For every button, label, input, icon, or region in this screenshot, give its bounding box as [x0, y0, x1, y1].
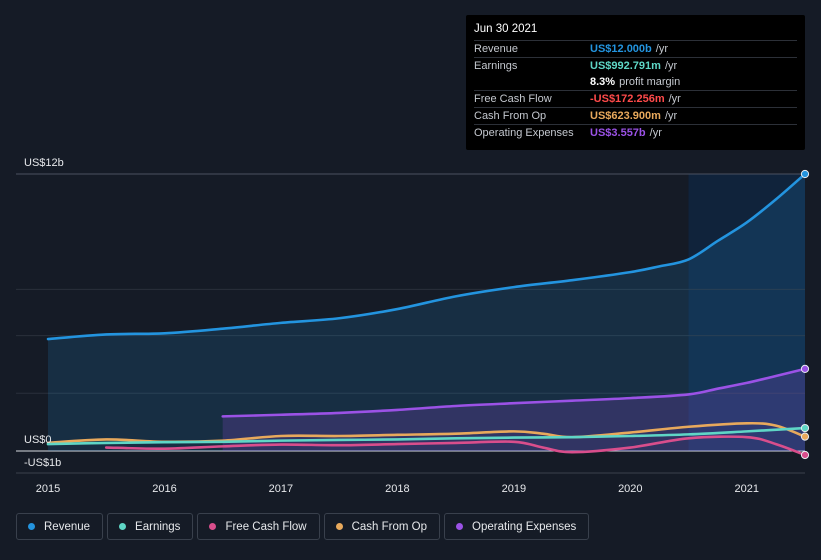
- tooltip-row-label: Revenue: [474, 43, 519, 55]
- revenue-area: [48, 174, 805, 451]
- free_cash_flow-line: [104, 435, 807, 457]
- tooltip-row-label: [474, 74, 590, 90]
- tooltip-row-unit: /yr: [649, 127, 662, 139]
- legend-dot-icon: [119, 523, 127, 530]
- tooltip-row: Free Cash Flow -US$172.256m/yr: [474, 90, 797, 107]
- free_cash_flow-endpoint: [800, 450, 810, 460]
- tooltip-row-unit: /yr: [664, 110, 678, 122]
- legend-item-revenue[interactable]: Revenue: [16, 513, 104, 540]
- tooltip-row: 8.3% profit margin: [474, 74, 797, 90]
- legend-item-operating-expenses[interactable]: Operating Expenses: [444, 513, 590, 540]
- tooltip-row-unit: profit margin: [619, 76, 681, 88]
- tooltip-row-value: US$992.791m: [590, 60, 661, 72]
- x-axis-label: 2016: [152, 483, 176, 495]
- x-axis-label: 2021: [735, 483, 759, 495]
- x-axis-label: 2015: [36, 483, 60, 495]
- tooltip-row-value: 8.3%: [590, 76, 616, 88]
- tooltip-row-unit: /yr: [668, 93, 681, 105]
- tooltip-row: Revenue US$12.000b/yr: [474, 40, 797, 57]
- tooltip-date: Jun 30 2021: [474, 23, 538, 35]
- forecast-highlight-region: [688, 174, 805, 451]
- chart-legend: Revenue Earnings Free Cash Flow Cash From O…: [16, 513, 590, 540]
- tooltip-row-unit: /yr: [664, 60, 678, 72]
- legend-dot-icon: [335, 523, 343, 530]
- operating_expenses-line: [221, 367, 807, 418]
- tooltip-row-unit: /yr: [655, 43, 668, 55]
- earnings-line: [46, 426, 807, 446]
- y-axis-label: US$12b: [24, 157, 64, 169]
- legend-label: Earnings: [135, 520, 181, 533]
- operating_expenses-endpoint: [800, 364, 810, 373]
- tooltip-row-label: Free Cash Flow: [474, 93, 552, 105]
- tooltip-row-value: US$12.000b: [590, 43, 652, 55]
- legend-dot-icon: [456, 523, 464, 530]
- tooltip-row-value: US$3.557b: [590, 127, 646, 139]
- x-axis-label: 2018: [385, 483, 409, 495]
- y-axis-label: US$0: [24, 434, 52, 446]
- tooltip-row: Earnings US$992.791m/yr: [474, 57, 797, 74]
- tooltip-row-label: Cash From Op: [474, 110, 547, 122]
- legend-label: Operating Expenses: [472, 520, 577, 533]
- legend-dot-icon: [28, 523, 35, 530]
- revenue-line: [46, 172, 807, 341]
- legend-dot-icon: [209, 523, 217, 530]
- legend-item-cash-from-op[interactable]: Cash From Op: [323, 513, 441, 540]
- legend-item-free-cash-flow[interactable]: Free Cash Flow: [197, 513, 320, 540]
- tooltip-row-label: Earnings: [474, 60, 518, 72]
- tooltip-row: Cash From Op US$623.900m/yr: [474, 107, 797, 124]
- legend-label: Free Cash Flow: [225, 520, 307, 533]
- x-axis-label: 2020: [618, 483, 642, 495]
- legend-label: Revenue: [44, 520, 91, 533]
- legend-label: Cash From Op: [351, 520, 428, 533]
- cash_from_op-endpoint: [800, 432, 810, 441]
- tooltip-panel: Jun 30 2021 Revenue US$12.000b/yr Earnings…: [466, 15, 805, 150]
- y-axis-label: -US$1b: [24, 457, 61, 469]
- x-axis-label: 2019: [502, 483, 526, 495]
- x-axis-label: 2017: [269, 483, 293, 495]
- tooltip-row-value: -US$172.256m: [590, 93, 665, 105]
- tooltip-row-value: US$623.900m: [590, 110, 661, 122]
- legend-item-earnings[interactable]: Earnings: [107, 513, 194, 540]
- tooltip-row: Operating Expenses US$3.557b/yr: [474, 124, 797, 141]
- tooltip-row-label: Operating Expenses: [474, 127, 574, 139]
- earnings-endpoint: [800, 423, 810, 433]
- revenue-endpoint: [800, 169, 810, 179]
